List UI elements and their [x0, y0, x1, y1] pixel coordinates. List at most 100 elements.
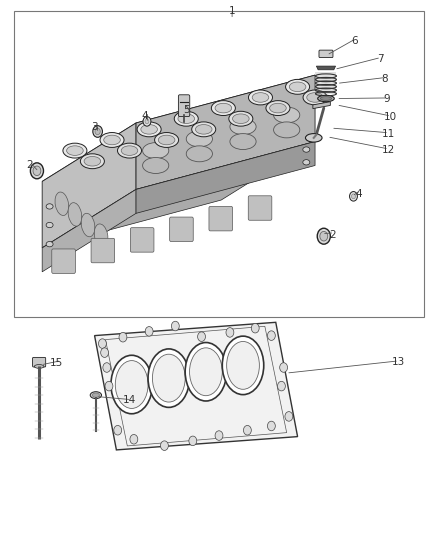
- FancyBboxPatch shape: [52, 249, 75, 273]
- Text: 15: 15: [50, 358, 63, 368]
- Circle shape: [114, 425, 122, 435]
- Text: 9: 9: [384, 94, 390, 104]
- Ellipse shape: [94, 224, 108, 247]
- Circle shape: [278, 381, 286, 391]
- Ellipse shape: [143, 117, 151, 126]
- Ellipse shape: [141, 125, 157, 134]
- FancyBboxPatch shape: [248, 196, 272, 220]
- Ellipse shape: [155, 133, 179, 148]
- Text: 4: 4: [355, 189, 362, 199]
- Ellipse shape: [92, 393, 99, 397]
- Ellipse shape: [192, 122, 216, 137]
- Ellipse shape: [230, 134, 256, 150]
- Ellipse shape: [186, 131, 212, 147]
- Ellipse shape: [84, 157, 101, 166]
- Ellipse shape: [143, 158, 169, 173]
- Ellipse shape: [317, 228, 330, 244]
- Text: 14: 14: [123, 395, 136, 406]
- FancyBboxPatch shape: [209, 206, 233, 231]
- Ellipse shape: [222, 336, 264, 394]
- Ellipse shape: [143, 143, 169, 159]
- FancyBboxPatch shape: [32, 358, 46, 367]
- Ellipse shape: [270, 103, 286, 113]
- Ellipse shape: [320, 231, 328, 241]
- FancyBboxPatch shape: [170, 217, 193, 241]
- Ellipse shape: [30, 163, 43, 179]
- Ellipse shape: [226, 342, 259, 389]
- Ellipse shape: [68, 203, 82, 226]
- Ellipse shape: [274, 107, 300, 123]
- Ellipse shape: [174, 111, 198, 126]
- Circle shape: [280, 363, 288, 372]
- Text: 10: 10: [384, 111, 397, 122]
- Circle shape: [215, 431, 223, 440]
- Text: 2: 2: [26, 160, 32, 171]
- Ellipse shape: [318, 95, 334, 102]
- Ellipse shape: [215, 103, 232, 113]
- Ellipse shape: [46, 204, 53, 209]
- Ellipse shape: [248, 90, 272, 105]
- Ellipse shape: [90, 392, 102, 399]
- Ellipse shape: [63, 143, 87, 158]
- Ellipse shape: [195, 125, 212, 134]
- Text: 2: 2: [329, 230, 336, 240]
- Circle shape: [103, 363, 111, 372]
- Circle shape: [99, 339, 106, 349]
- Circle shape: [251, 324, 259, 333]
- Circle shape: [101, 348, 109, 358]
- Ellipse shape: [100, 133, 124, 148]
- Ellipse shape: [352, 194, 356, 199]
- Circle shape: [226, 328, 234, 337]
- Text: 6: 6: [351, 36, 358, 45]
- Text: 7: 7: [377, 54, 384, 64]
- FancyBboxPatch shape: [315, 72, 336, 94]
- Ellipse shape: [305, 134, 322, 142]
- Ellipse shape: [46, 222, 53, 228]
- Ellipse shape: [34, 365, 44, 368]
- Polygon shape: [313, 102, 330, 109]
- Ellipse shape: [252, 93, 269, 102]
- Ellipse shape: [303, 147, 310, 152]
- Circle shape: [160, 441, 168, 450]
- Ellipse shape: [95, 128, 100, 135]
- Ellipse shape: [185, 343, 226, 401]
- Circle shape: [171, 321, 179, 331]
- Ellipse shape: [229, 111, 253, 126]
- FancyBboxPatch shape: [91, 238, 115, 263]
- Ellipse shape: [350, 191, 357, 201]
- Bar: [14, 11, 424, 317]
- Ellipse shape: [111, 356, 152, 414]
- Ellipse shape: [186, 146, 212, 162]
- Ellipse shape: [117, 143, 141, 158]
- Circle shape: [130, 434, 138, 444]
- Polygon shape: [42, 123, 136, 248]
- Ellipse shape: [233, 114, 249, 124]
- Text: 5: 5: [183, 104, 190, 115]
- Circle shape: [145, 327, 153, 336]
- Ellipse shape: [115, 361, 148, 408]
- Ellipse shape: [81, 213, 95, 237]
- FancyBboxPatch shape: [131, 228, 154, 252]
- Ellipse shape: [230, 119, 256, 135]
- Circle shape: [268, 331, 276, 341]
- Ellipse shape: [152, 354, 185, 402]
- Ellipse shape: [212, 101, 235, 116]
- Ellipse shape: [190, 348, 222, 395]
- Ellipse shape: [148, 349, 190, 407]
- Ellipse shape: [46, 241, 53, 247]
- Ellipse shape: [145, 119, 149, 124]
- Ellipse shape: [81, 154, 104, 168]
- Ellipse shape: [93, 126, 102, 138]
- Circle shape: [189, 436, 197, 446]
- Text: 3: 3: [91, 122, 98, 132]
- Ellipse shape: [289, 82, 306, 92]
- Circle shape: [119, 333, 127, 342]
- Text: 11: 11: [382, 128, 395, 139]
- Ellipse shape: [178, 114, 194, 124]
- FancyBboxPatch shape: [319, 50, 333, 58]
- Polygon shape: [42, 75, 315, 181]
- Text: 13: 13: [392, 357, 405, 367]
- Ellipse shape: [33, 166, 41, 175]
- Polygon shape: [136, 142, 315, 213]
- Polygon shape: [42, 189, 136, 272]
